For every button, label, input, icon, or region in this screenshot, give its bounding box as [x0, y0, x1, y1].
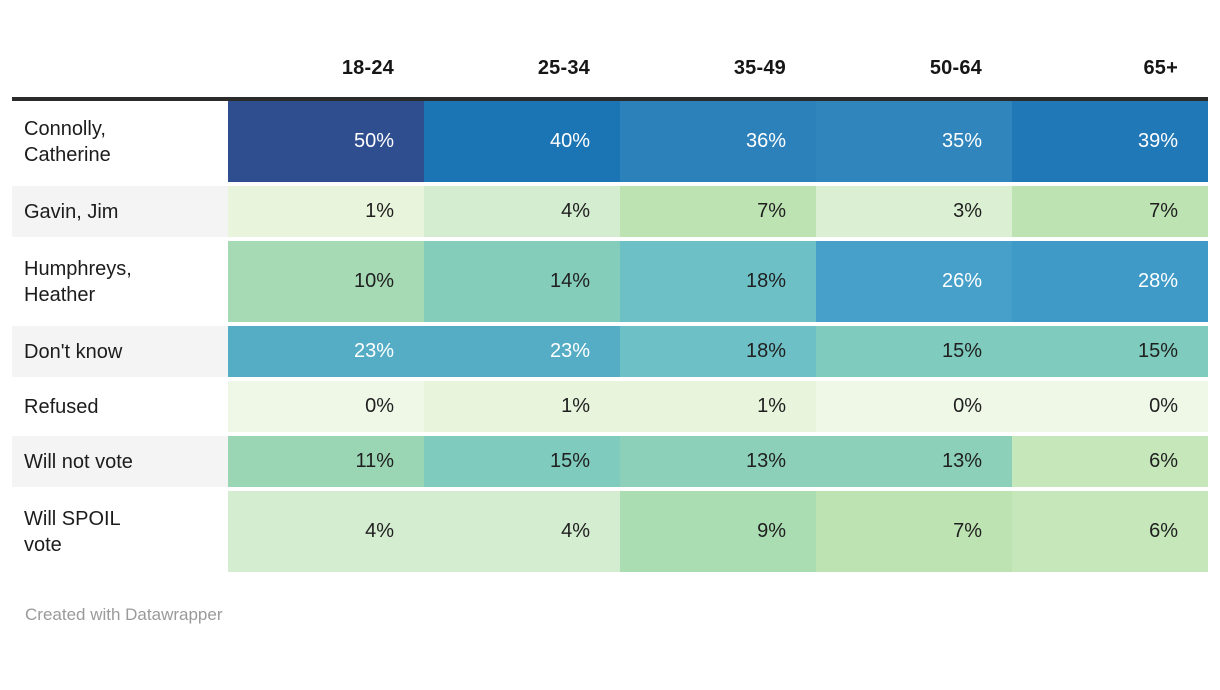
column-header-row: 18-24 25-34 35-49 50-64 65+ [12, 40, 1208, 97]
corner-cell [12, 40, 228, 97]
table-row: Refused 0% 1% 1% 0% 0% [12, 381, 1208, 432]
heatmap-cell: 18% [620, 241, 816, 322]
heatmap-cell: 14% [424, 241, 620, 322]
heatmap-cell: 13% [620, 436, 816, 487]
heatmap-cell: 0% [816, 381, 1012, 432]
header-divider-rule [12, 97, 1208, 101]
table-row: Connolly, Catherine 50% 40% 36% 35% 39% [12, 101, 1208, 182]
heatmap-cell: 40% [424, 101, 620, 182]
heatmap-cell: 9% [620, 491, 816, 572]
heatmap-cell: 7% [620, 186, 816, 237]
column-header-18-24: 18-24 [341, 57, 394, 79]
heatmap-cell: 10% [228, 241, 424, 322]
table-row: Will not vote 11% 15% 13% 13% 6% [12, 436, 1208, 487]
heatmap-cell: 50% [228, 101, 424, 182]
table-row: Don't know 23% 23% 18% 15% 15% [12, 326, 1208, 377]
heatmap-cell: 13% [816, 436, 1012, 487]
heatmap-cell: 4% [228, 491, 424, 572]
heatmap-cell: 39% [1012, 101, 1208, 182]
heatmap-table: 18-24 25-34 35-49 50-64 65+ Connolly, Ca… [0, 40, 1220, 625]
heatmap-cell: 0% [1012, 381, 1208, 432]
heatmap-cell: 7% [816, 491, 1012, 572]
column-header-35-49: 35-49 [733, 57, 786, 79]
row-label: Connolly, Catherine [12, 101, 228, 182]
heatmap-cell: 11% [228, 436, 424, 487]
heatmap-cell: 23% [424, 326, 620, 377]
heatmap-cell: 35% [816, 101, 1012, 182]
table-row: Gavin, Jim 1% 4% 7% 3% 7% [12, 186, 1208, 237]
heatmap-cell: 28% [1012, 241, 1208, 322]
heatmap-cell: 36% [620, 101, 816, 182]
heatmap-cell: 4% [424, 491, 620, 572]
column-header-65plus: 65+ [1143, 57, 1178, 79]
heatmap-cell: 23% [228, 326, 424, 377]
datawrapper-credit: Created with Datawrapper [25, 605, 223, 624]
heatmap-cell: 0% [228, 381, 424, 432]
heatmap-cell: 18% [620, 326, 816, 377]
row-label: Humphreys, Heather [12, 241, 228, 322]
heatmap-cell: 6% [1012, 491, 1208, 572]
column-header-50-64: 50-64 [929, 57, 982, 79]
heatmap-cell: 26% [816, 241, 1012, 322]
heatmap-cell: 1% [228, 186, 424, 237]
row-label: Will not vote [12, 436, 228, 487]
table-row: Will SPOIL vote 4% 4% 9% 7% 6% [12, 491, 1208, 572]
heatmap-cell: 15% [1012, 326, 1208, 377]
heatmap-cell: 7% [1012, 186, 1208, 237]
row-label: Will SPOIL vote [12, 491, 228, 572]
heatmap-cell: 15% [424, 436, 620, 487]
table-body: Connolly, Catherine 50% 40% 36% 35% 39% … [12, 101, 1208, 572]
heatmap-cell: 3% [816, 186, 1012, 237]
row-label: Refused [12, 381, 228, 432]
row-label: Don't know [12, 326, 228, 377]
column-header-25-34: 25-34 [537, 57, 590, 79]
heatmap-cell: 1% [620, 381, 816, 432]
heatmap-cell: 6% [1012, 436, 1208, 487]
heatmap-cell: 15% [816, 326, 1012, 377]
table-row: Humphreys, Heather 10% 14% 18% 26% 28% [12, 241, 1208, 322]
heatmap-cell: 1% [424, 381, 620, 432]
row-label: Gavin, Jim [12, 186, 228, 237]
heatmap-cell: 4% [424, 186, 620, 237]
